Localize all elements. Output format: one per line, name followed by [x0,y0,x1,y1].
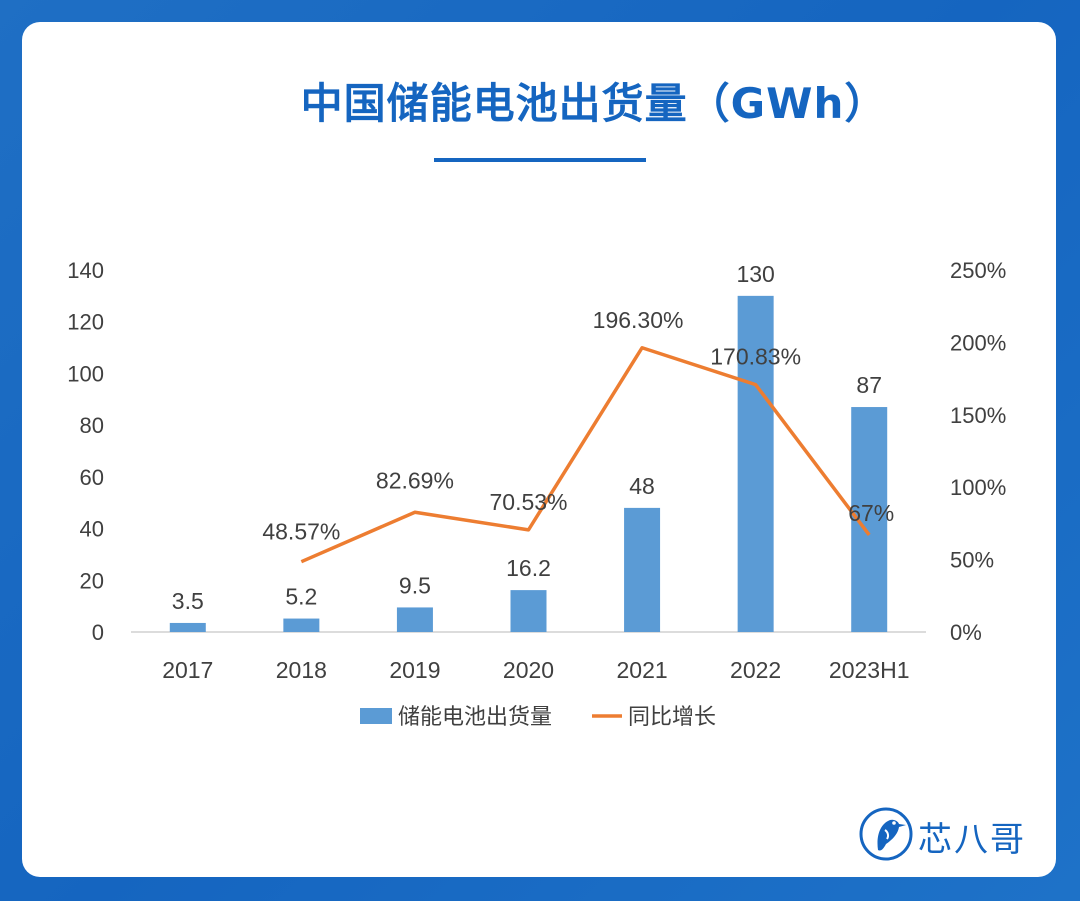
y-right-tick-label: 150% [950,403,1006,428]
bar [510,590,547,632]
y-left-tick-label: 140 [67,258,104,283]
growth-line [300,346,871,564]
y-right-tick-label: 50% [950,548,994,573]
y-left-tick-label: 60 [80,465,104,490]
bar-data-label: 130 [736,261,774,287]
y-right-tick-label: 250% [950,258,1006,283]
y-left-tick-label: 120 [67,310,104,335]
y-right-tick-label: 100% [950,475,1006,500]
line-data-label: 48.57% [262,519,340,545]
x-tick-label: 2022 [730,657,781,683]
line-data-label: 82.69% [376,467,454,493]
brand-logo: 芯八哥 [858,802,1038,866]
bar [396,607,433,632]
chart-title: 中国储能电池出货量（GWh） [300,79,888,128]
y-left-tick-label: 20 [80,568,104,593]
bar [737,295,774,632]
x-tick-label: 2019 [389,657,440,683]
y-right-tick-label: 200% [950,330,1006,355]
line-data-label: 67% [848,500,894,526]
bar [624,507,661,632]
bar-data-label: 48 [629,473,655,499]
x-tick-label: 2018 [276,657,327,683]
y-left-tick-label: 40 [80,517,104,542]
kingfisher-icon [859,807,913,861]
bar-data-label: 5.2 [285,584,317,610]
y-left-tick-label: 100 [67,361,104,386]
x-tick-label: 2020 [503,657,554,683]
bar-data-label: 87 [856,372,882,398]
x-tick-label: 2023H1 [829,657,910,683]
brand-name: 芯八哥 [918,820,1026,860]
y-left-tick-label: 0 [92,620,104,645]
legend-bar-swatch [360,708,392,724]
title-underline [434,158,646,162]
y-right-tick-label: 0% [950,620,982,645]
bar [169,622,206,632]
line-data-label: 70.53% [489,489,567,515]
legend-bar-label: 储能电池出货量 [398,705,552,730]
line-data-label: 196.30% [593,307,684,333]
x-tick-label: 2017 [162,657,213,683]
x-tick-label: 2021 [616,657,667,683]
bar [283,618,320,632]
bar-data-label: 16.2 [506,555,551,581]
y-left-tick-label: 80 [80,413,104,438]
bar-data-label: 9.5 [399,572,431,598]
line-data-label: 170.83% [710,344,801,370]
legend-line-label: 同比增长 [628,705,716,730]
bar-data-label: 3.5 [172,588,204,614]
